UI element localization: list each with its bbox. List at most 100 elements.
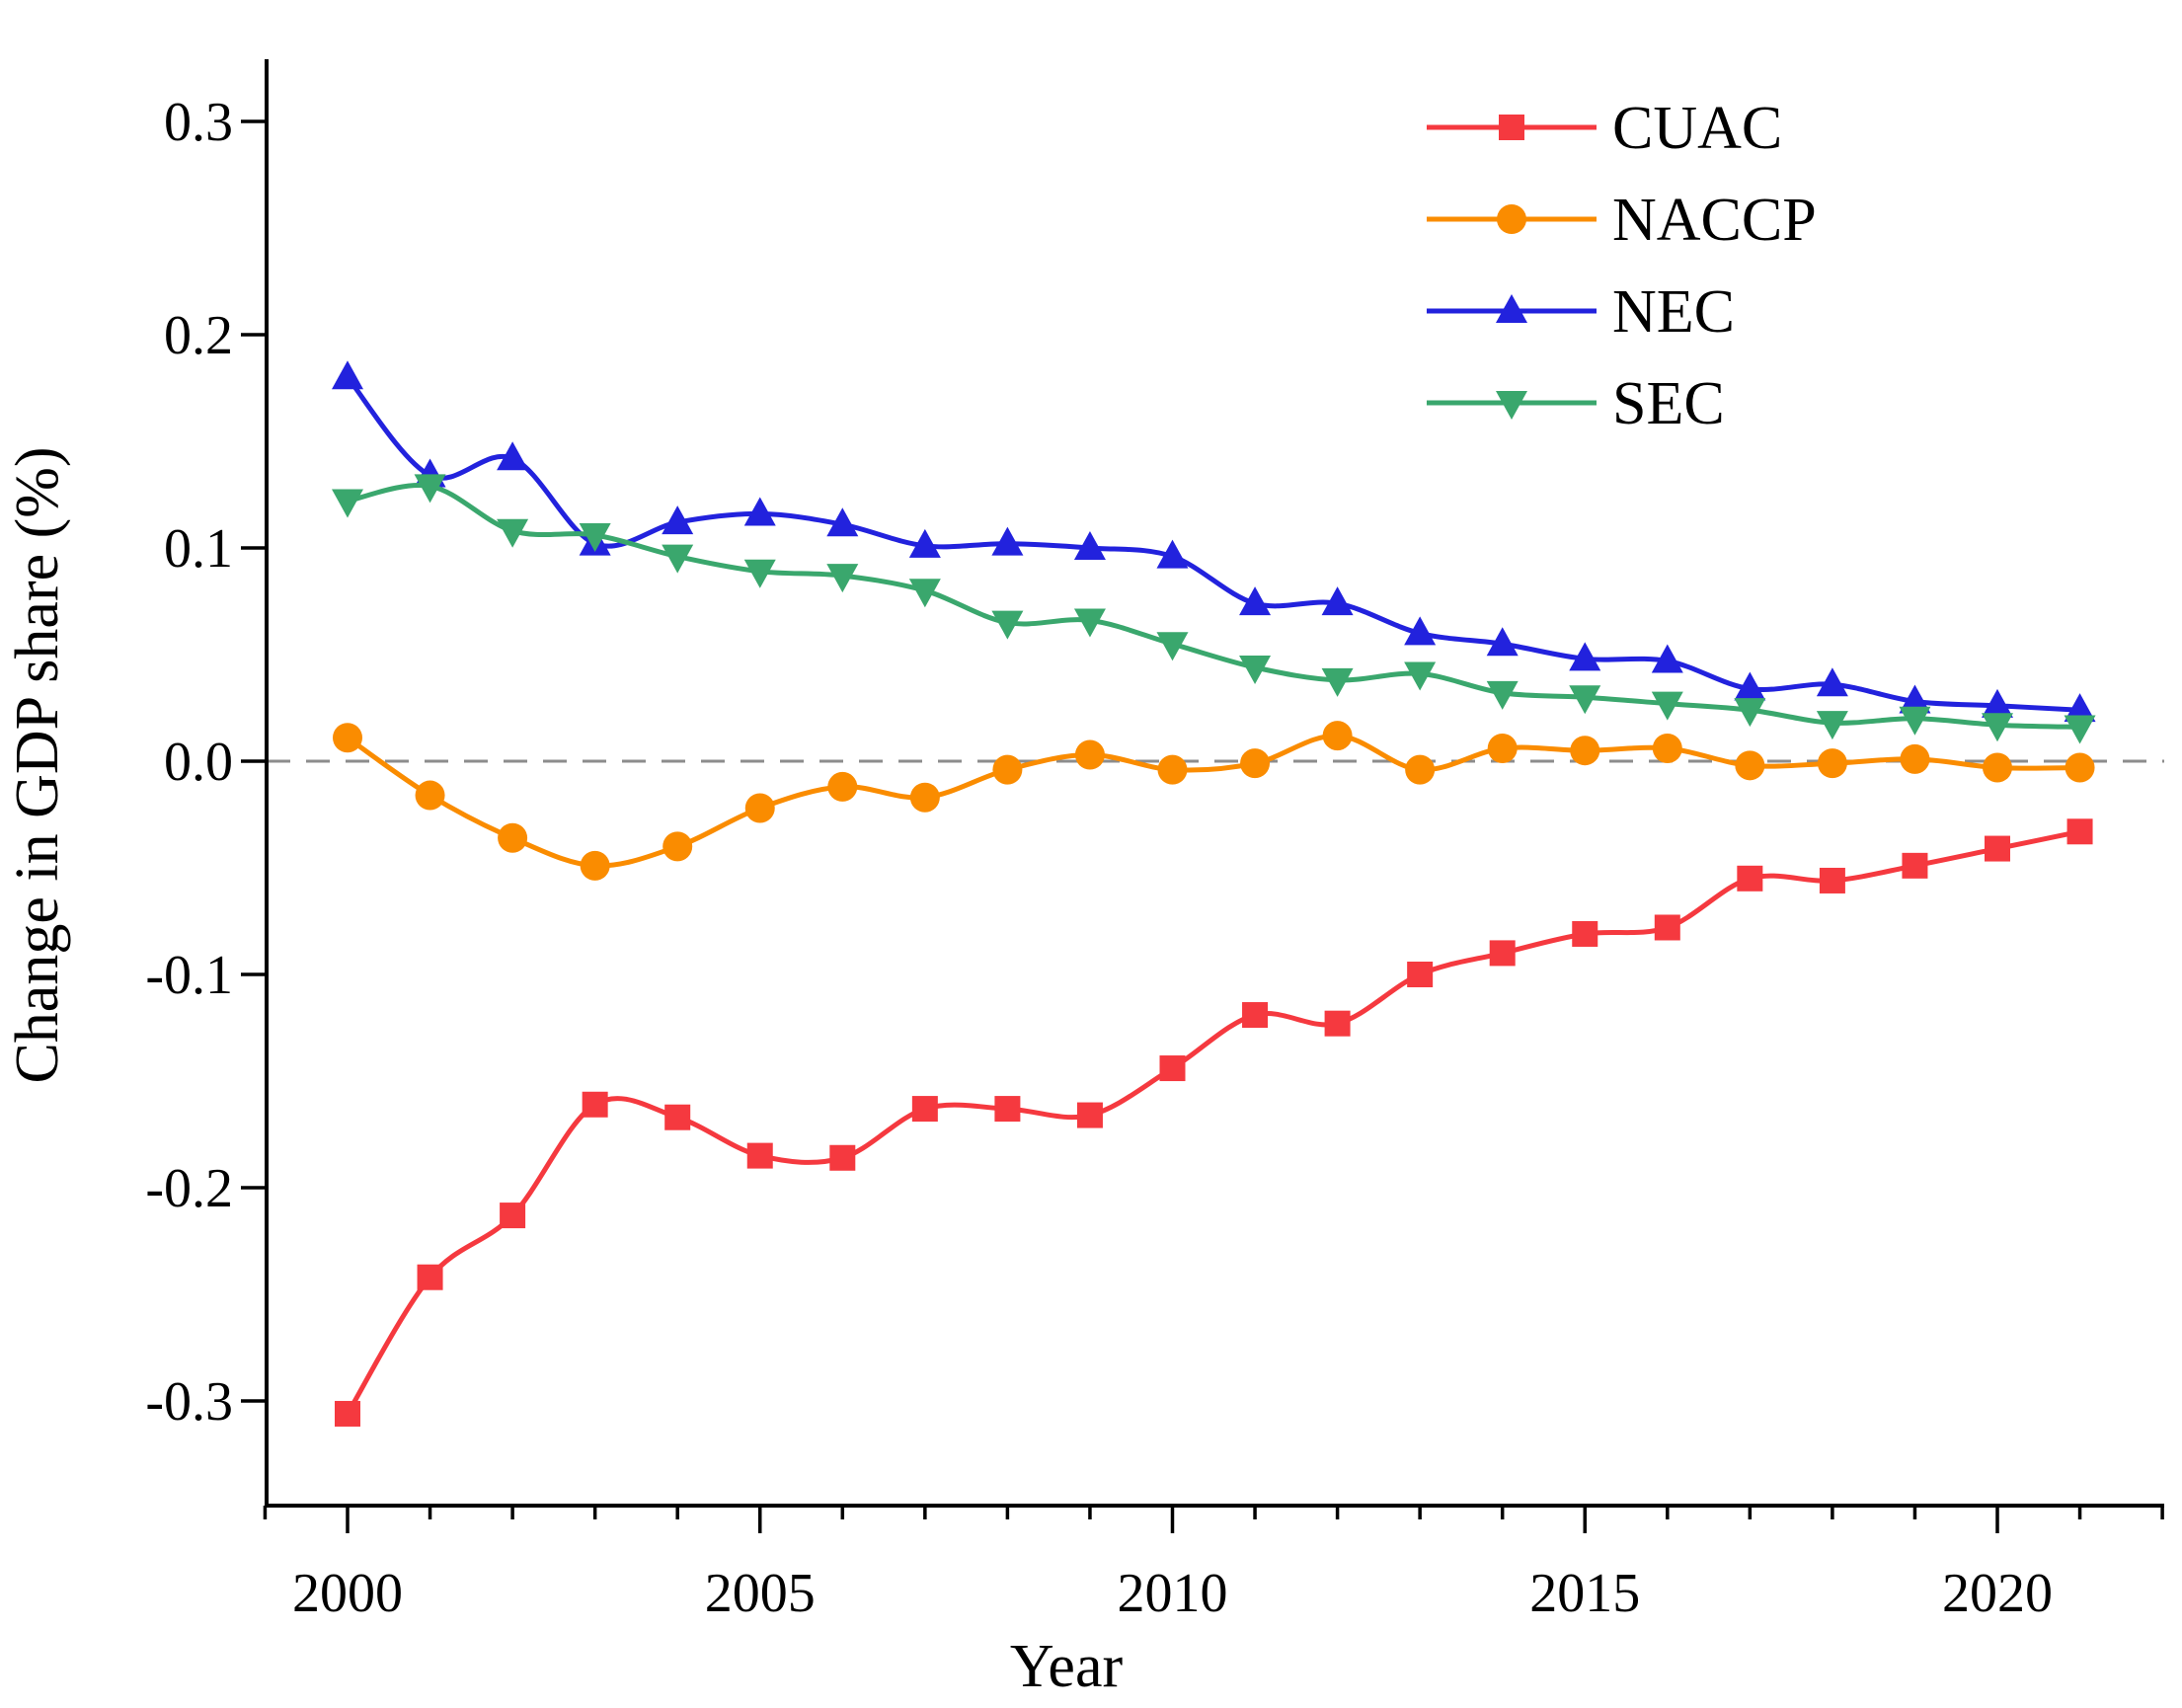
data-point-cuac-2009 bbox=[1076, 1102, 1103, 1128]
data-point-cuac-2004 bbox=[664, 1104, 691, 1130]
x-ticks bbox=[263, 1506, 2164, 1533]
data-point-cuac-2001 bbox=[417, 1264, 443, 1290]
data-point-cuac-2002 bbox=[500, 1203, 526, 1229]
series-line-cuac bbox=[345, 828, 2083, 1417]
legend bbox=[1427, 115, 1597, 420]
data-point-sec-2001 bbox=[414, 474, 446, 504]
data-point-naccp-2003 bbox=[580, 850, 610, 881]
data-point-sec-2010 bbox=[1156, 632, 1189, 661]
y-ticks bbox=[241, 119, 267, 1403]
data-point-nec-2004 bbox=[662, 505, 694, 535]
series-markers-cuac bbox=[335, 818, 2093, 1427]
data-point-sec-2002 bbox=[497, 518, 529, 548]
y-tick-label-0.3: 0.3 bbox=[164, 92, 233, 153]
y-axis-label: Change in GDP share (%) bbox=[4, 446, 71, 1083]
data-point-sec-2006 bbox=[826, 564, 859, 593]
data-point-nec-2005 bbox=[743, 497, 776, 526]
data-point-sec-2015 bbox=[1569, 685, 1601, 715]
x-tick-label-2000: 2000 bbox=[292, 1563, 403, 1624]
data-point-naccp-2001 bbox=[415, 780, 445, 811]
series-markers-sec bbox=[332, 474, 2096, 744]
series-sec bbox=[332, 474, 2096, 744]
data-point-cuac-2012 bbox=[1324, 1010, 1351, 1037]
legend-marker-circle-icon bbox=[1497, 204, 1526, 234]
legend-marker-triangle-up-icon bbox=[1496, 294, 1527, 323]
data-point-sec-2013 bbox=[1404, 661, 1437, 691]
data-point-nec-2021 bbox=[2064, 693, 2096, 723]
legend-label-sec: SEC bbox=[1612, 370, 1725, 437]
data-point-cuac-2010 bbox=[1159, 1055, 1186, 1082]
data-point-cuac-2021 bbox=[2066, 818, 2093, 845]
data-point-naccp-2019 bbox=[1900, 743, 1930, 774]
legend-marker-triangle-down-icon bbox=[1496, 391, 1527, 420]
axes bbox=[265, 59, 2164, 1508]
x-axis-label: Year bbox=[1010, 1633, 1124, 1700]
data-point-naccp-2020 bbox=[1983, 752, 2012, 783]
x-tick-label-2010: 2010 bbox=[1118, 1563, 1228, 1624]
series-cuac bbox=[335, 818, 2093, 1427]
data-point-sec-2000 bbox=[332, 489, 363, 518]
data-point-cuac-2018 bbox=[1819, 867, 1845, 893]
data-point-sec-2019 bbox=[1899, 706, 1931, 736]
data-point-cuac-2019 bbox=[1902, 852, 1928, 879]
data-point-sec-2011 bbox=[1239, 655, 1272, 684]
data-point-sec-2018 bbox=[1816, 711, 1848, 740]
data-point-naccp-2005 bbox=[744, 793, 775, 823]
data-point-cuac-2014 bbox=[1489, 940, 1516, 967]
data-point-naccp-2021 bbox=[2065, 752, 2095, 783]
data-point-cuac-2015 bbox=[1572, 920, 1598, 947]
data-point-naccp-2006 bbox=[827, 771, 858, 802]
data-point-naccp-2013 bbox=[1405, 754, 1436, 785]
data-point-cuac-2011 bbox=[1242, 1002, 1269, 1029]
data-point-naccp-2004 bbox=[662, 831, 693, 862]
data-point-nec-2020 bbox=[1982, 688, 2013, 718]
data-point-cuac-2008 bbox=[994, 1096, 1021, 1123]
legend-label-cuac: CUAC bbox=[1612, 95, 1782, 162]
data-point-sec-2007 bbox=[908, 579, 941, 608]
data-point-nec-2018 bbox=[1816, 667, 1848, 697]
data-point-sec-2012 bbox=[1321, 667, 1354, 697]
y-tick-label--0.2: -0.2 bbox=[145, 1158, 233, 1219]
data-point-naccp-2018 bbox=[1817, 748, 1847, 779]
legend-label-nec: NEC bbox=[1612, 278, 1735, 346]
data-point-sec-2021 bbox=[2064, 715, 2096, 744]
legend-label-naccp: NACCP bbox=[1612, 187, 1817, 254]
data-point-nec-2006 bbox=[826, 507, 859, 537]
data-point-sec-2009 bbox=[1073, 608, 1106, 638]
data-point-sec-2004 bbox=[662, 544, 694, 574]
data-point-nec-2015 bbox=[1569, 642, 1601, 671]
data-point-nec-2007 bbox=[908, 528, 941, 558]
data-point-cuac-2000 bbox=[335, 1400, 360, 1427]
data-point-naccp-2002 bbox=[498, 822, 528, 853]
data-point-nec-2000 bbox=[332, 360, 363, 390]
legend-item-cuac bbox=[1427, 115, 1597, 140]
data-point-nec-2017 bbox=[1734, 671, 1766, 701]
data-point-naccp-2011 bbox=[1240, 748, 1271, 779]
x-tick-label-2005: 2005 bbox=[705, 1563, 816, 1624]
data-point-cuac-2017 bbox=[1737, 865, 1763, 892]
data-point-cuac-2006 bbox=[829, 1144, 856, 1171]
data-point-nec-2012 bbox=[1321, 586, 1354, 616]
y-tick-label--0.3: -0.3 bbox=[145, 1371, 233, 1433]
legend-item-sec bbox=[1427, 391, 1597, 420]
data-point-nec-2011 bbox=[1239, 586, 1272, 616]
data-point-sec-2005 bbox=[743, 559, 776, 588]
data-point-naccp-2000 bbox=[333, 723, 362, 753]
series-line-sec bbox=[345, 483, 2083, 730]
data-point-naccp-2016 bbox=[1652, 734, 1682, 764]
data-point-cuac-2020 bbox=[1985, 835, 2010, 862]
series-line-naccp bbox=[345, 733, 2083, 869]
data-point-nec-2008 bbox=[991, 526, 1024, 556]
data-point-naccp-2008 bbox=[992, 754, 1023, 785]
series-line-nec bbox=[345, 374, 2083, 713]
data-point-sec-2016 bbox=[1651, 691, 1683, 721]
data-point-nec-2013 bbox=[1404, 616, 1437, 646]
y-tick-label-0.0: 0.0 bbox=[164, 732, 233, 793]
data-point-sec-2008 bbox=[991, 610, 1024, 640]
y-tick-label-0.1: 0.1 bbox=[164, 518, 233, 580]
data-point-naccp-2012 bbox=[1322, 721, 1353, 751]
data-point-sec-2003 bbox=[579, 523, 611, 553]
data-point-nec-2016 bbox=[1651, 644, 1683, 673]
data-point-cuac-2005 bbox=[746, 1142, 773, 1169]
